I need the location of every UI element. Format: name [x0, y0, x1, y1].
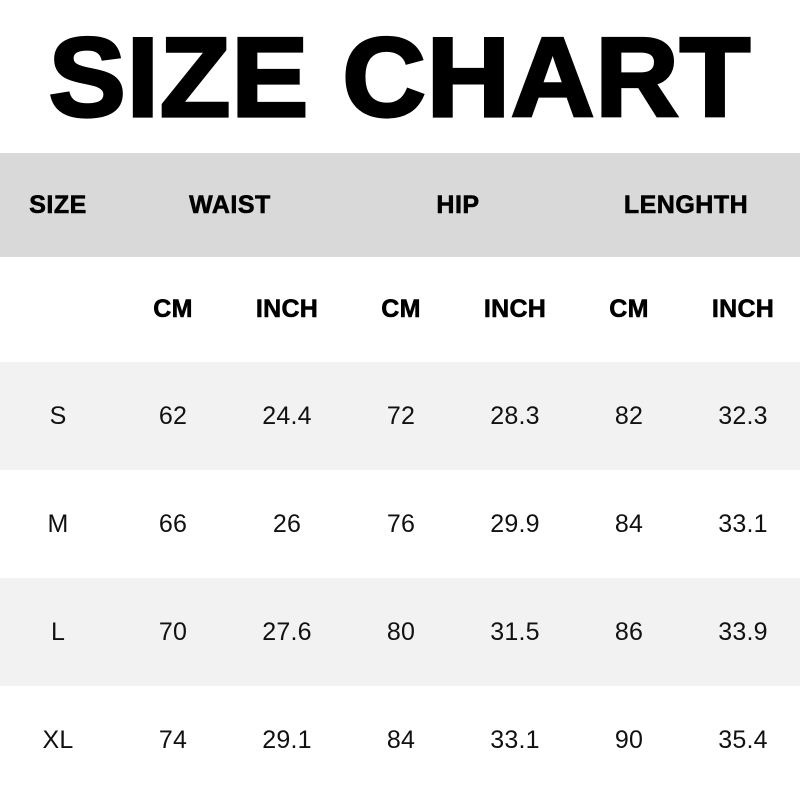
group-header-length: LENGHTH — [572, 153, 800, 257]
cell-waist-cm-value: 74 — [158, 725, 188, 754]
cell-hip-cm: 80 — [344, 578, 458, 686]
unit-header-length-inch: INCH — [686, 257, 800, 362]
cell-size-value: M — [47, 509, 69, 538]
cell-length-inch: 33.1 — [686, 470, 800, 578]
unit-header-length-cm: CM — [572, 257, 686, 362]
cell-hip-cm: 72 — [344, 362, 458, 470]
cell-hip-inch-value: 33.1 — [490, 725, 540, 754]
cell-waist-inch-value: 26 — [272, 509, 302, 538]
cell-size-value: S — [49, 401, 67, 430]
cell-hip-inch-value: 31.5 — [490, 617, 540, 646]
table-row: XL 74 29.1 84 33.1 90 35.4 — [0, 686, 800, 794]
cell-waist-cm: 62 — [116, 362, 230, 470]
table-row: L 70 27.6 80 31.5 86 33.9 — [0, 578, 800, 686]
table-row: S 62 24.4 72 28.3 82 32.3 — [0, 362, 800, 470]
unit-header-length-cm-label: CM — [609, 295, 649, 324]
group-header-hip-label: HIP — [436, 190, 480, 219]
table-unit-header-row: CM INCH CM INCH CM INCH — [0, 257, 800, 362]
unit-header-waist-inch: INCH — [230, 257, 344, 362]
cell-hip-cm-value: 76 — [386, 509, 416, 538]
cell-length-cm: 84 — [572, 470, 686, 578]
cell-length-cm-value: 86 — [614, 617, 644, 646]
unit-header-waist-cm: CM — [116, 257, 230, 362]
cell-hip-inch-value: 29.9 — [490, 509, 540, 538]
group-header-hip: HIP — [344, 153, 572, 257]
cell-hip-inch: 31.5 — [458, 578, 572, 686]
cell-waist-cm-value: 70 — [158, 617, 188, 646]
cell-waist-inch: 26 — [230, 470, 344, 578]
cell-length-cm: 86 — [572, 578, 686, 686]
cell-hip-cm: 76 — [344, 470, 458, 578]
cell-size: L — [0, 578, 116, 686]
cell-waist-cm-value: 66 — [158, 509, 188, 538]
cell-size-value: L — [50, 617, 66, 646]
unit-header-length-inch-label: INCH — [711, 295, 775, 324]
unit-header-hip-cm: CM — [344, 257, 458, 362]
table-group-header-row: SIZE WAIST HIP LENGHTH — [0, 153, 800, 257]
cell-length-inch-value: 33.9 — [718, 617, 768, 646]
cell-length-cm: 90 — [572, 686, 686, 794]
cell-length-inch: 33.9 — [686, 578, 800, 686]
cell-length-inch-value: 33.1 — [718, 509, 768, 538]
cell-hip-cm-value: 72 — [386, 401, 416, 430]
cell-size: XL — [0, 686, 116, 794]
cell-waist-cm: 74 — [116, 686, 230, 794]
cell-length-inch: 32.3 — [686, 362, 800, 470]
cell-length-inch-value: 32.3 — [718, 401, 768, 430]
cell-hip-cm-value: 84 — [386, 725, 416, 754]
cell-size-value: XL — [42, 725, 74, 754]
cell-size: M — [0, 470, 116, 578]
page-title-container: SIZE CHART — [0, 0, 800, 153]
cell-waist-inch: 27.6 — [230, 578, 344, 686]
cell-hip-inch: 29.9 — [458, 470, 572, 578]
table-row: M 66 26 76 29.9 84 33.1 — [0, 470, 800, 578]
cell-size: S — [0, 362, 116, 470]
cell-waist-cm-value: 62 — [158, 401, 188, 430]
cell-waist-inch-value: 27.6 — [262, 617, 312, 646]
cell-hip-inch-value: 28.3 — [490, 401, 540, 430]
unit-header-hip-cm-label: CM — [381, 295, 421, 324]
cell-waist-inch: 24.4 — [230, 362, 344, 470]
unit-header-hip-inch-label: INCH — [483, 295, 547, 324]
cell-waist-cm: 66 — [116, 470, 230, 578]
cell-length-inch-value: 35.4 — [718, 725, 768, 754]
cell-waist-inch-value: 24.4 — [262, 401, 312, 430]
cell-length-cm-value: 82 — [614, 401, 644, 430]
cell-waist-inch-value: 29.1 — [262, 725, 312, 754]
cell-length-cm: 82 — [572, 362, 686, 470]
unit-header-size-empty — [0, 257, 116, 362]
unit-header-hip-inch: INCH — [458, 257, 572, 362]
group-header-length-label: LENGHTH — [623, 190, 749, 219]
group-header-size-label: SIZE — [29, 190, 87, 219]
unit-header-waist-cm-label: CM — [153, 295, 193, 324]
group-header-size: SIZE — [0, 153, 116, 257]
cell-hip-cm: 84 — [344, 686, 458, 794]
cell-waist-inch: 29.1 — [230, 686, 344, 794]
cell-hip-inch: 33.1 — [458, 686, 572, 794]
cell-length-inch: 35.4 — [686, 686, 800, 794]
cell-hip-cm-value: 80 — [386, 617, 416, 646]
group-header-waist: WAIST — [116, 153, 344, 257]
unit-header-waist-inch-label: INCH — [255, 295, 319, 324]
cell-hip-inch: 28.3 — [458, 362, 572, 470]
group-header-waist-label: WAIST — [189, 190, 271, 219]
cell-length-cm-value: 90 — [614, 725, 644, 754]
size-chart-table: SIZE WAIST HIP LENGHTH CM INCH — [0, 153, 800, 794]
cell-length-cm-value: 84 — [614, 509, 644, 538]
cell-waist-cm: 70 — [116, 578, 230, 686]
page-title: SIZE CHART — [47, 14, 752, 140]
